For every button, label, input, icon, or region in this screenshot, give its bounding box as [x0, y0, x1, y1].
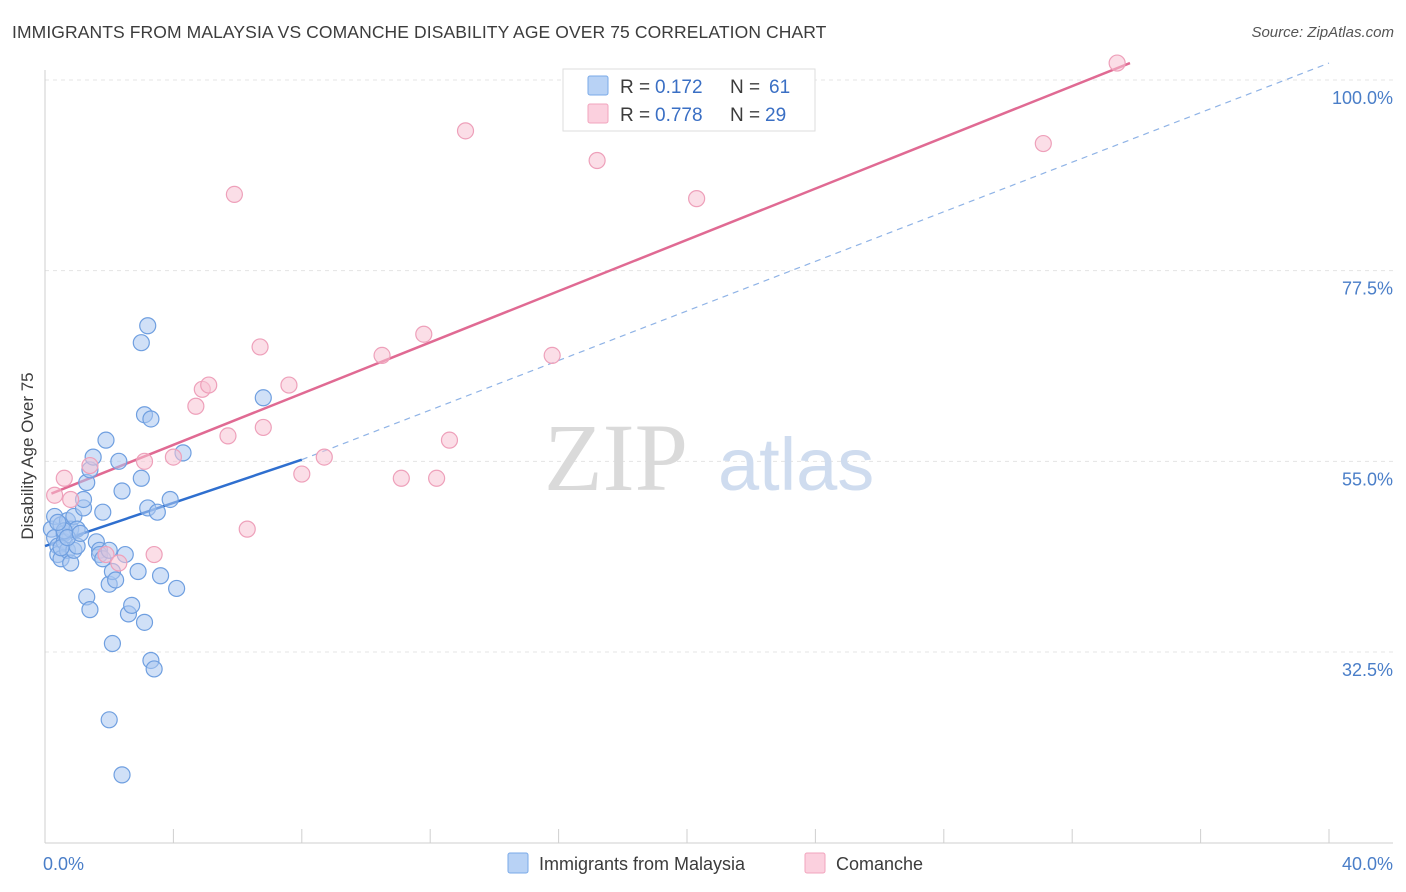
point-comanche-29	[1034, 134, 1052, 153]
point-malaysia-48	[103, 634, 122, 653]
legend-top: R = 0.172 N = 61 R = 0.778 N = 29	[562, 68, 816, 132]
point-malaysia-60	[168, 579, 186, 598]
watermark: ZIP atlas	[544, 404, 874, 511]
legend-n-value-2: 29	[765, 105, 786, 126]
point-malaysia-53	[148, 503, 166, 521]
point-malaysia-57	[142, 410, 160, 428]
chart-title: IMMIGRANTS FROM MALAYSIA VS COMANCHE DIS…	[12, 22, 827, 42]
point-malaysia-21	[71, 524, 89, 542]
legend-swatch-pink	[587, 103, 609, 124]
point-comanche-17	[280, 376, 298, 394]
legend-swatch-blue	[587, 75, 609, 96]
point-comanche-5	[110, 554, 128, 572]
point-malaysia-51	[132, 469, 150, 487]
point-malaysia-33	[107, 571, 125, 589]
point-comanche-21	[392, 469, 410, 487]
point-malaysia-38	[81, 601, 99, 619]
trend-line-malaysia-extension	[301, 62, 1330, 461]
point-malaysia-18	[49, 513, 67, 531]
legend-r-label-1: R =	[620, 77, 650, 98]
y-tick-label-2: 55.0%	[1342, 469, 1393, 489]
legend-r-value-1: 0.172	[655, 77, 703, 98]
point-comanche-6	[135, 452, 154, 470]
axes	[44, 70, 1393, 844]
x-tick-labels: 0.0% 40.0%	[43, 854, 1393, 874]
point-malaysia-44	[129, 562, 147, 581]
point-comanche-30	[1108, 54, 1126, 72]
point-malaysia-47	[145, 660, 163, 678]
point-malaysia-50	[113, 766, 131, 784]
point-comanche-11	[200, 376, 218, 394]
point-malaysia-54	[151, 567, 170, 585]
watermark-zip: ZIP	[544, 404, 688, 511]
point-malaysia-30	[97, 431, 115, 449]
point-comanche-18	[293, 465, 311, 483]
source-label: Source: ZipAtlas.com	[1251, 24, 1394, 41]
legend-n-label-1: N =	[730, 77, 760, 98]
x-ticks	[44, 829, 1330, 843]
point-comanche-25	[456, 122, 475, 140]
bottom-legend-swatch-malaysia	[507, 852, 529, 874]
trend-line-comanche	[50, 61, 1131, 495]
point-malaysia-29	[94, 503, 112, 521]
y-tick-label-1: 77.5%	[1342, 279, 1393, 299]
point-malaysia-62	[254, 389, 272, 407]
point-malaysia-45	[135, 613, 154, 631]
point-comanche-14	[238, 520, 256, 538]
point-comanche-28	[688, 190, 706, 208]
point-comanche-8	[164, 448, 182, 466]
point-comanche-22	[415, 325, 433, 343]
x-tick-label-0: 0.0%	[43, 854, 84, 874]
legend-r-label-2: R =	[620, 105, 650, 126]
point-comanche-16	[254, 418, 272, 437]
watermark-atlas: atlas	[718, 423, 874, 506]
legend-r-value-2: 0.778	[655, 105, 703, 126]
bottom-legend-label-comanche: Comanche	[836, 854, 923, 874]
point-comanche-0	[46, 486, 64, 504]
point-comanche-1	[55, 469, 73, 487]
point-comanche-4	[97, 545, 115, 564]
point-malaysia-58	[132, 334, 150, 352]
point-comanche-20	[373, 346, 391, 365]
point-comanche-26	[543, 346, 561, 365]
point-comanche-2	[62, 490, 80, 509]
point-comanche-27	[588, 151, 606, 170]
series-comanche-points	[46, 54, 1126, 572]
legend-n-value-1: 61	[769, 77, 790, 98]
point-malaysia-43	[123, 596, 141, 614]
point-malaysia-55	[161, 490, 179, 509]
point-malaysia-34	[110, 452, 128, 470]
point-comanche-3	[81, 456, 99, 475]
point-comanche-9	[187, 397, 205, 415]
point-malaysia-35	[113, 482, 131, 500]
point-malaysia-59	[139, 317, 157, 335]
legend-bottom: Immigrants from Malaysia Comanche	[507, 852, 923, 874]
point-comanche-15	[251, 338, 269, 356]
point-comanche-23	[428, 469, 446, 487]
point-malaysia-49	[100, 711, 118, 729]
x-tick-label-1: 40.0%	[1342, 854, 1393, 874]
point-comanche-13	[225, 185, 243, 203]
bottom-legend-swatch-comanche	[804, 852, 826, 874]
grid-lines	[45, 79, 1393, 653]
point-comanche-12	[219, 427, 237, 445]
point-comanche-24	[440, 431, 459, 449]
y-tick-label-3: 32.5%	[1342, 660, 1393, 680]
y-tick-labels: 100.0% 77.5% 55.0% 32.5%	[1332, 88, 1393, 680]
y-axis-title: Disability Age Over 75	[18, 372, 37, 539]
point-comanche-19	[315, 448, 333, 466]
point-comanche-7	[145, 545, 163, 564]
legend-n-label-2: N =	[730, 105, 760, 126]
bottom-legend-label-malaysia: Immigrants from Malaysia	[539, 854, 746, 874]
y-tick-label-0: 100.0%	[1332, 88, 1393, 108]
